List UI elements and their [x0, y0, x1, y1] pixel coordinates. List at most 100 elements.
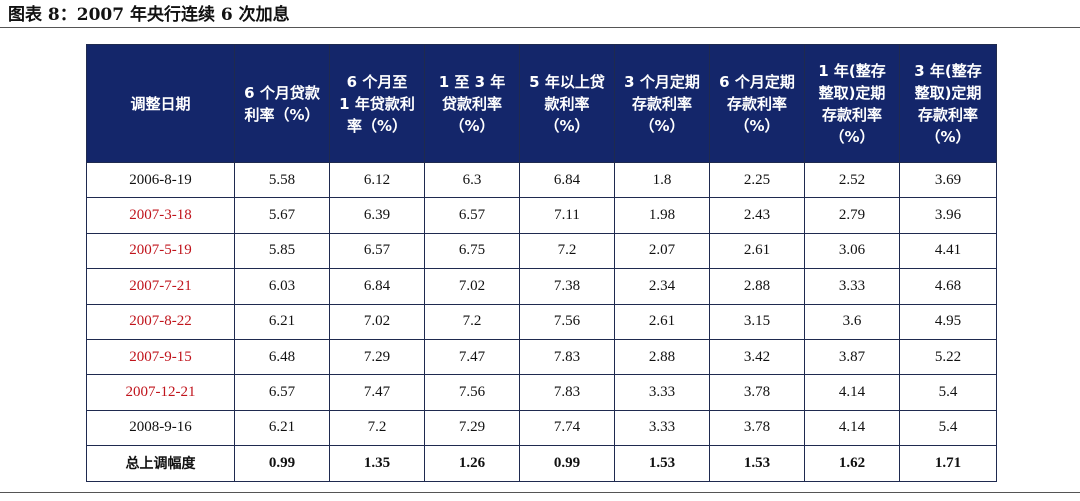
- rate-cell: 7.29: [424, 409, 520, 447]
- rate-cell: 2.79: [804, 197, 900, 234]
- header-label: 6 个月贷款利率（%）: [244, 83, 320, 124]
- rate-cell: 2.34: [614, 268, 710, 305]
- rate-cell: 3.78: [709, 409, 805, 447]
- header-6m-1y-loan: 6 个月至 1 年贷款利率（%）: [329, 44, 425, 163]
- date-cell: 2007-7-21: [86, 268, 235, 305]
- rate-cell: 4.68: [899, 268, 997, 305]
- rate-cell: 7.2: [424, 303, 520, 340]
- summary-cell: 1.26: [424, 445, 520, 482]
- rate-cell: 6.21: [234, 409, 330, 447]
- rate-cell: 7.02: [424, 268, 520, 305]
- rate-cell: 6.03: [234, 268, 330, 305]
- rate-cell: 7.02: [329, 303, 425, 340]
- rate-cell: 7.47: [424, 338, 520, 376]
- rate-cell: 3.6: [804, 303, 900, 340]
- table-row: 2007-7-21 6.03 6.84 7.02 7.38 2.34 2.88 …: [86, 268, 997, 305]
- figure-caption: 图表 8：2007 年央行连续 6 次加息: [8, 5, 290, 25]
- header-label: 1 至 3 年贷款利率（%）: [438, 72, 506, 135]
- date-cell: 2007-5-19: [86, 232, 235, 270]
- rate-cell: 3.33: [614, 374, 710, 411]
- rate-cell: 5.85: [234, 232, 330, 270]
- date-cell: 2007-8-22: [86, 303, 235, 340]
- header-6m-loan: 6 个月贷款利率（%）: [234, 44, 330, 163]
- header-date: 调整日期: [86, 44, 235, 163]
- rate-cell: 3.87: [804, 338, 900, 376]
- summary-cell: 1.71: [899, 445, 997, 482]
- rate-cell: 2.07: [614, 232, 710, 270]
- summary-row: 总上调幅度 0.99 1.35 1.26 0.99 1.53 1.53 1.62…: [86, 445, 997, 482]
- rate-cell: 3.42: [709, 338, 805, 376]
- rate-cell: 4.14: [804, 409, 900, 447]
- rate-cell: 6.57: [234, 374, 330, 411]
- rate-cell: 6.75: [424, 232, 520, 270]
- rate-cell: 4.14: [804, 374, 900, 411]
- rate-cell: 3.33: [804, 268, 900, 305]
- rate-cell: 3.69: [899, 161, 997, 199]
- header-label: 1 年(整存整取)定期存款利率（%）: [818, 61, 886, 146]
- header-label: 6 个月至 1 年贷款利率（%）: [339, 72, 415, 135]
- rate-cell: 3.15: [709, 303, 805, 340]
- rate-cell: 2.61: [614, 303, 710, 340]
- rate-cell: 5.4: [899, 374, 997, 411]
- table-row: 2007-3-18 5.67 6.39 6.57 7.11 1.98 2.43 …: [86, 197, 997, 234]
- table-row: 2007-8-22 6.21 7.02 7.2 7.56 2.61 3.15 3…: [86, 303, 997, 340]
- rate-cell: 7.83: [519, 374, 615, 411]
- footer-rule: [0, 492, 1080, 493]
- rate-cell: 4.41: [899, 232, 997, 270]
- table-row: 2007-12-21 6.57 7.47 7.56 7.83 3.33 3.78…: [86, 374, 997, 411]
- header-label: 5 年以上贷款利率（%）: [529, 72, 605, 135]
- summary-cell: 1.35: [329, 445, 425, 482]
- interest-rate-table: 调整日期 6 个月贷款利率（%） 6 个月至 1 年贷款利率（%） 1 至 3 …: [86, 44, 997, 482]
- rate-cell: 2.88: [614, 338, 710, 376]
- rate-cell: 2.61: [709, 232, 805, 270]
- header-3m-deposit: 3 个月定期存款利率（%）: [614, 44, 710, 163]
- rate-cell: 7.83: [519, 338, 615, 376]
- rate-cell: 5.22: [899, 338, 997, 376]
- rate-cell: 7.2: [329, 409, 425, 447]
- summary-cell: 0.99: [234, 445, 330, 482]
- date-cell: 2006-8-19: [86, 161, 235, 199]
- caption-rule: [0, 27, 1080, 28]
- rate-cell: 7.56: [424, 374, 520, 411]
- rate-cell: 4.95: [899, 303, 997, 340]
- table-row: 2007-9-15 6.48 7.29 7.47 7.83 2.88 3.42 …: [86, 338, 997, 376]
- header-label: 3 年(整存整取)定期存款利率（%）: [914, 61, 982, 146]
- rate-cell: 2.52: [804, 161, 900, 199]
- rate-cell: 6.3: [424, 161, 520, 199]
- table-row: 2007-5-19 5.85 6.57 6.75 7.2 2.07 2.61 3…: [86, 232, 997, 270]
- rate-cell: 7.47: [329, 374, 425, 411]
- rate-cell: 1.98: [614, 197, 710, 234]
- rate-cell: 5.58: [234, 161, 330, 199]
- rate-cell: 6.57: [424, 197, 520, 234]
- summary-cell: 0.99: [519, 445, 615, 482]
- date-cell: 2008-9-16: [86, 409, 235, 447]
- rate-cell: 6.12: [329, 161, 425, 199]
- header-3y-deposit: 3 年(整存整取)定期存款利率（%）: [899, 44, 997, 163]
- header-row: 调整日期 6 个月贷款利率（%） 6 个月至 1 年贷款利率（%） 1 至 3 …: [86, 44, 997, 163]
- rate-cell: 2.43: [709, 197, 805, 234]
- rate-cell: 6.84: [329, 268, 425, 305]
- summary-cell: 1.53: [614, 445, 710, 482]
- rate-cell: 2.25: [709, 161, 805, 199]
- header-label: 调整日期: [130, 94, 191, 113]
- rate-cell: 7.11: [519, 197, 615, 234]
- rate-cell: 3.96: [899, 197, 997, 234]
- rate-cell: 6.48: [234, 338, 330, 376]
- rate-cell: 6.39: [329, 197, 425, 234]
- rate-cell: 3.06: [804, 232, 900, 270]
- summary-cell: 1.53: [709, 445, 805, 482]
- rate-cell: 6.21: [234, 303, 330, 340]
- rate-cell: 5.4: [899, 409, 997, 447]
- summary-label: 总上调幅度: [86, 445, 235, 482]
- rate-cell: 2.88: [709, 268, 805, 305]
- rate-cell: 7.29: [329, 338, 425, 376]
- date-cell: 2007-12-21: [86, 374, 235, 411]
- header-1-3y-loan: 1 至 3 年贷款利率（%）: [424, 44, 520, 163]
- header-label: 6 个月定期存款利率（%）: [719, 72, 795, 135]
- rate-cell: 1.8: [614, 161, 710, 199]
- summary-cell: 1.62: [804, 445, 900, 482]
- table-row: 2008-9-16 6.21 7.2 7.29 7.74 3.33 3.78 4…: [86, 409, 997, 447]
- rate-cell: 5.67: [234, 197, 330, 234]
- rate-cell: 7.74: [519, 409, 615, 447]
- date-cell: 2007-3-18: [86, 197, 235, 234]
